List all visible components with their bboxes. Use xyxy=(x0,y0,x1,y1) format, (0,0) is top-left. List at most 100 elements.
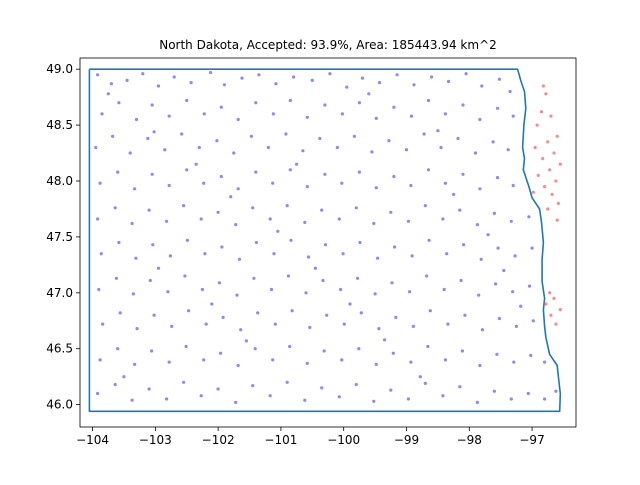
rejected-point xyxy=(558,308,562,312)
accepted-point xyxy=(339,287,343,292)
accepted-point xyxy=(325,313,329,317)
accepted-point xyxy=(133,187,137,191)
accepted-point xyxy=(475,223,479,227)
rejected-point xyxy=(539,110,544,114)
accepted-point xyxy=(439,145,443,150)
accepted-point xyxy=(253,347,257,351)
accepted-point xyxy=(480,328,485,332)
rejected-point xyxy=(536,173,540,177)
accepted-point xyxy=(461,172,465,176)
accepted-point xyxy=(98,358,102,362)
x-tick-label: −98 xyxy=(457,433,482,447)
accepted-point xyxy=(409,360,413,364)
accepted-point xyxy=(148,278,152,283)
y-tick-label: 47.0 xyxy=(46,286,73,300)
accepted-point xyxy=(202,112,206,116)
accepted-point xyxy=(189,81,193,85)
accepted-point xyxy=(216,387,220,391)
accepted-point xyxy=(305,115,309,119)
accepted-point xyxy=(96,391,100,396)
accepted-point xyxy=(320,208,324,212)
y-tick-label: 46.0 xyxy=(46,398,73,412)
accepted-point xyxy=(377,81,382,85)
accepted-point xyxy=(199,217,203,221)
accepted-point xyxy=(194,162,198,166)
accepted-point xyxy=(146,136,150,141)
rejected-point xyxy=(558,162,562,166)
accepted-point xyxy=(222,83,226,87)
accepted-point xyxy=(527,284,532,288)
accepted-point xyxy=(392,105,396,109)
points-layer xyxy=(94,70,562,404)
accepted-point xyxy=(462,243,466,247)
accepted-point xyxy=(203,252,207,256)
accepted-point xyxy=(251,206,255,210)
accepted-point xyxy=(409,114,414,118)
accepted-point xyxy=(272,252,276,256)
accepted-point xyxy=(345,85,349,89)
accepted-point xyxy=(163,148,167,152)
accepted-point xyxy=(236,187,240,191)
accepted-point xyxy=(506,148,510,152)
accepted-point xyxy=(389,210,393,214)
accepted-point xyxy=(519,304,523,308)
accepted-point xyxy=(286,274,290,278)
accepted-point xyxy=(492,389,496,393)
accepted-point xyxy=(404,148,409,152)
rejected-point xyxy=(552,296,556,300)
x-tick-label: −99 xyxy=(394,433,419,447)
accepted-point xyxy=(254,101,258,105)
rejected-point xyxy=(531,190,535,194)
accepted-point xyxy=(509,397,513,401)
accepted-point xyxy=(135,327,139,331)
accepted-point xyxy=(308,325,312,330)
accepted-point xyxy=(130,221,134,226)
accepted-point xyxy=(185,168,189,172)
accepted-point xyxy=(357,101,361,105)
accepted-point xyxy=(147,387,151,391)
accepted-point xyxy=(387,139,391,143)
accepted-point xyxy=(318,136,322,141)
accepted-point xyxy=(372,399,376,403)
accepted-point xyxy=(273,322,277,326)
y-tick-label: 46.5 xyxy=(46,342,73,356)
accepted-point xyxy=(478,363,482,368)
chart-title: North Dakota, Accepted: 93.9%, Area: 185… xyxy=(159,38,497,52)
accepted-point xyxy=(131,292,135,296)
accepted-point xyxy=(323,243,328,247)
accepted-point xyxy=(249,134,253,138)
accepted-point xyxy=(531,319,535,323)
accepted-point xyxy=(526,391,530,396)
accepted-point xyxy=(180,132,184,136)
rejected-point xyxy=(541,84,546,88)
accepted-point xyxy=(486,233,490,237)
accepted-point xyxy=(216,210,220,214)
accepted-point xyxy=(357,170,361,174)
accepted-point xyxy=(340,112,344,116)
accepted-point xyxy=(508,89,512,94)
accepted-point xyxy=(475,400,479,404)
accepted-point xyxy=(478,117,482,122)
accepted-point xyxy=(458,208,462,212)
accepted-point xyxy=(303,220,307,224)
accepted-point xyxy=(495,176,500,180)
accepted-point xyxy=(511,183,515,188)
accepted-point xyxy=(303,398,307,402)
accepted-point xyxy=(150,349,154,353)
accepted-point xyxy=(423,204,427,208)
y-axis: 46.0 46.5 47.0 47.5 48.0 48.5 49.0 xyxy=(46,62,80,412)
accepted-point xyxy=(151,243,155,247)
accepted-point xyxy=(452,192,456,196)
accepted-point xyxy=(271,112,275,116)
accepted-point xyxy=(323,172,327,176)
accepted-point xyxy=(257,73,261,77)
accepted-point xyxy=(170,324,174,328)
accepted-point xyxy=(150,103,154,107)
accepted-point xyxy=(497,316,501,321)
accepted-point xyxy=(237,257,242,261)
x-tick-label: −104 xyxy=(76,433,109,447)
accepted-point xyxy=(217,281,221,285)
accepted-point xyxy=(341,252,345,256)
y-tick-label: 47.5 xyxy=(46,230,73,244)
accepted-point xyxy=(527,215,531,219)
